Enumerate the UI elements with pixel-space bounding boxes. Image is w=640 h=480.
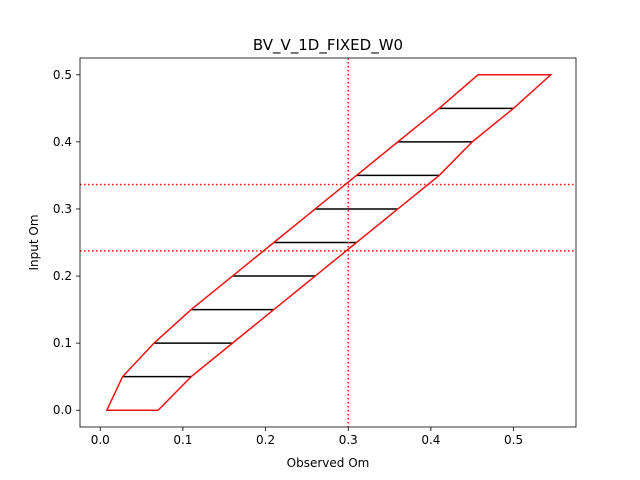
y-tick-label: 0.0 — [53, 403, 72, 417]
y-axis-label: Input Om — [27, 214, 41, 270]
x-tick-label: 0.4 — [421, 433, 440, 447]
axes-frame — [79, 57, 577, 428]
plot-area — [80, 58, 576, 427]
y-tick-label: 0.2 — [53, 269, 72, 283]
x-tick-label: 0.1 — [173, 433, 192, 447]
x-tick-label: 0.5 — [504, 433, 523, 447]
y-tick-label: 0.5 — [53, 68, 72, 82]
y-tick-label: 0.1 — [53, 336, 72, 350]
confidence-band — [105, 74, 553, 411]
y-axis: 0.0 0.1 0.2 0.3 0.4 0.5 — [53, 68, 80, 417]
chart-title: BV_V_1D_FIXED_W0 — [253, 36, 403, 55]
x-tick-label: 0.3 — [339, 433, 358, 447]
x-axis-label: Observed Om — [287, 456, 370, 470]
y-tick-label: 0.4 — [53, 135, 72, 149]
y-tick-label: 0.3 — [53, 202, 72, 216]
x-axis: 0.0 0.1 0.2 0.3 0.4 0.5 — [91, 427, 523, 447]
x-tick-label: 0.0 — [91, 433, 110, 447]
x-tick-label: 0.2 — [256, 433, 275, 447]
